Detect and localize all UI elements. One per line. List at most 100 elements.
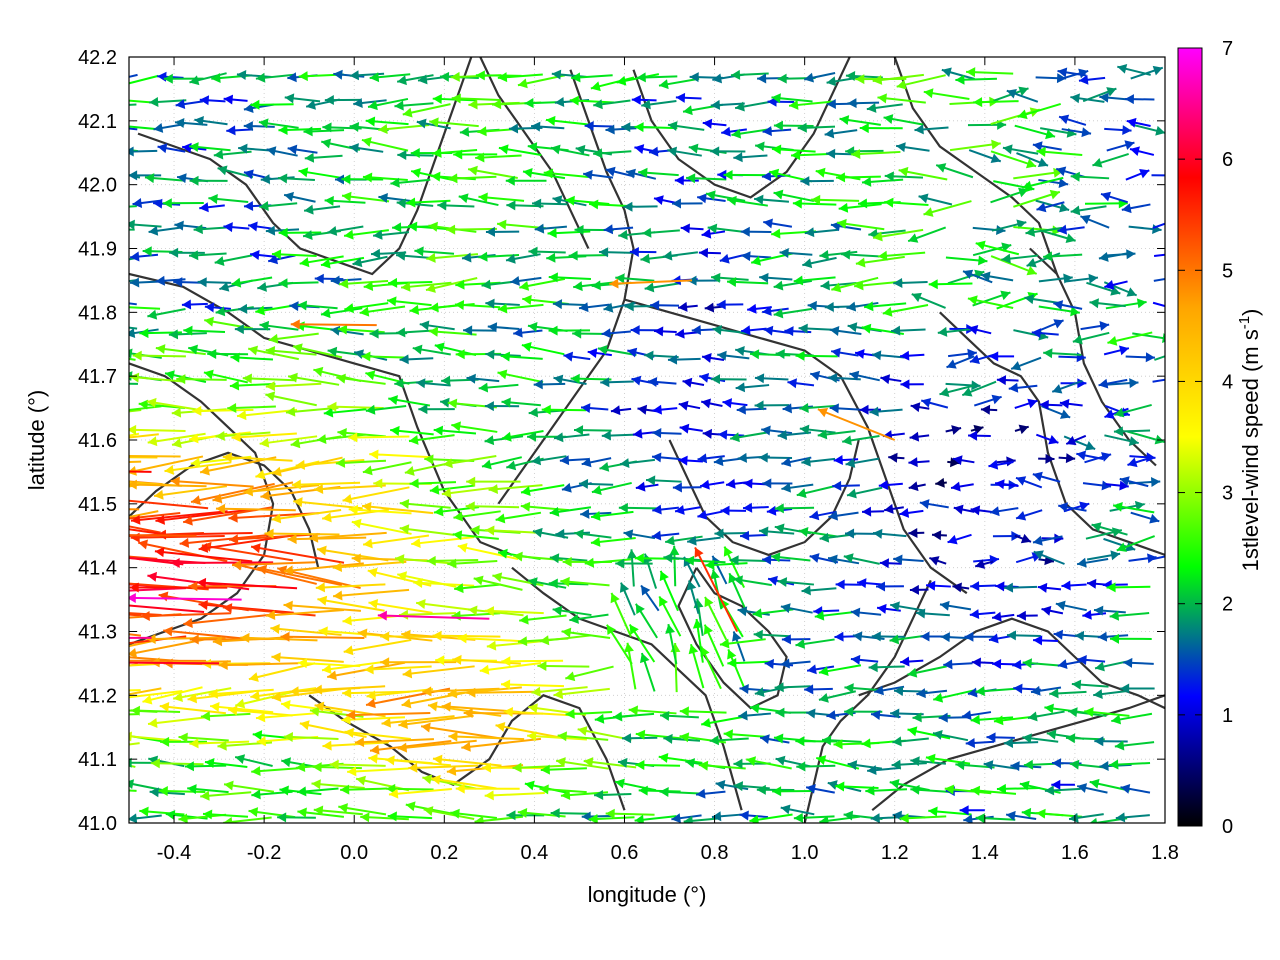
wind-vector (415, 599, 474, 611)
wind-vector-head (250, 250, 260, 260)
wind-vector-head (255, 469, 266, 480)
wind-vector (859, 123, 903, 134)
wind-vector-head (200, 790, 210, 801)
wind-vector-head (468, 605, 478, 616)
wind-vector-head (1126, 117, 1137, 128)
wind-vector-head (742, 502, 753, 513)
wind-vector-head (369, 72, 380, 83)
wind-vector (975, 240, 1020, 256)
wind-vector-head (1026, 258, 1037, 268)
wind-vector (359, 305, 406, 317)
wind-vector-head (843, 553, 854, 564)
wind-vector (532, 198, 568, 209)
wind-vector (278, 227, 322, 238)
wind-vector-head (1106, 582, 1116, 593)
wind-vector (819, 249, 858, 260)
wind-vector-head (194, 115, 204, 126)
wind-vector (665, 623, 678, 665)
wind-vector-head (189, 433, 199, 444)
wind-vector (879, 558, 902, 569)
wind-vector (581, 457, 612, 468)
wind-vector-head (1124, 140, 1135, 150)
wind-vector (543, 168, 589, 179)
wind-vector-head (559, 455, 570, 466)
wind-vector-shaft (361, 504, 434, 515)
wind-vector-head (817, 429, 828, 440)
wind-vector (712, 325, 748, 335)
wind-vector-head (548, 578, 558, 589)
wind-vector (635, 729, 682, 740)
wind-vector (975, 813, 1016, 823)
wind-vector-head (992, 611, 1002, 622)
wind-vector-head (387, 296, 397, 307)
wind-vector (975, 686, 1017, 697)
wind-vector-head (667, 354, 678, 365)
wind-vector (315, 582, 386, 593)
wind-vector (719, 638, 766, 649)
wind-vector (545, 115, 590, 126)
wind-vector-head (650, 300, 660, 311)
wind-vector-head (204, 758, 215, 768)
wind-vector (320, 256, 365, 269)
wind-vector-head (799, 424, 810, 435)
wind-vector-head (941, 67, 952, 78)
wind-vector (353, 98, 387, 108)
wind-vector (845, 457, 880, 468)
wind-vector (603, 224, 634, 235)
wind-vector-head (132, 198, 143, 208)
wind-vector-head (603, 302, 614, 313)
wind-vector-head (433, 425, 444, 436)
wind-vector-head (408, 434, 419, 445)
wind-vector-head (845, 71, 856, 82)
wind-vector-head (610, 592, 620, 604)
wind-vector (722, 398, 748, 409)
wind-vector (780, 603, 813, 614)
wind-vector (871, 350, 905, 361)
wind-vector (321, 660, 386, 674)
wind-vector (667, 354, 701, 365)
wind-vector-head (279, 785, 289, 796)
wind-vector-head (495, 513, 506, 524)
terrain-contour (893, 57, 1058, 275)
wind-vector-head (762, 126, 772, 137)
wind-vector (129, 170, 162, 181)
wind-vector (827, 554, 860, 565)
wind-vector-shaft (1152, 222, 1165, 229)
wind-vector-head (242, 373, 252, 384)
wind-vector-shaft (283, 735, 339, 740)
wind-vector-head (759, 272, 769, 283)
wind-vector-head (594, 713, 605, 724)
wind-vector (268, 332, 319, 344)
wind-vector (926, 580, 951, 591)
wind-vector-head (698, 760, 709, 771)
wind-vector-head (632, 428, 643, 439)
wind-vector (481, 456, 523, 470)
wind-vector-head (755, 141, 765, 152)
wind-vector-head (129, 146, 134, 157)
wind-vector (330, 325, 364, 336)
wind-vector-shaft (250, 687, 317, 698)
wind-vector-shaft (1154, 355, 1165, 361)
wind-vector (888, 452, 905, 463)
wind-vector-head (463, 325, 473, 336)
wind-vector-head (320, 308, 331, 319)
wind-vector-head (240, 632, 250, 643)
wind-vector (550, 808, 589, 819)
wind-vector-head (697, 509, 708, 520)
wind-vector-shaft (129, 127, 138, 131)
wind-vector (184, 761, 227, 772)
wind-vector (762, 554, 791, 565)
wind-vector-head (827, 373, 838, 383)
wind-vector-head (1084, 441, 1096, 451)
wind-vector-head (271, 466, 282, 477)
wind-vector-head (381, 717, 391, 728)
wind-vector (899, 507, 924, 518)
wind-vector-head (1065, 453, 1076, 464)
wind-vector (711, 811, 745, 822)
wind-vector (146, 397, 203, 412)
wind-vector-head (816, 755, 827, 765)
wind-vector-head (271, 652, 281, 663)
wind-vector-head (807, 300, 817, 311)
wind-vector-head (231, 432, 241, 443)
wind-vector (663, 733, 701, 744)
